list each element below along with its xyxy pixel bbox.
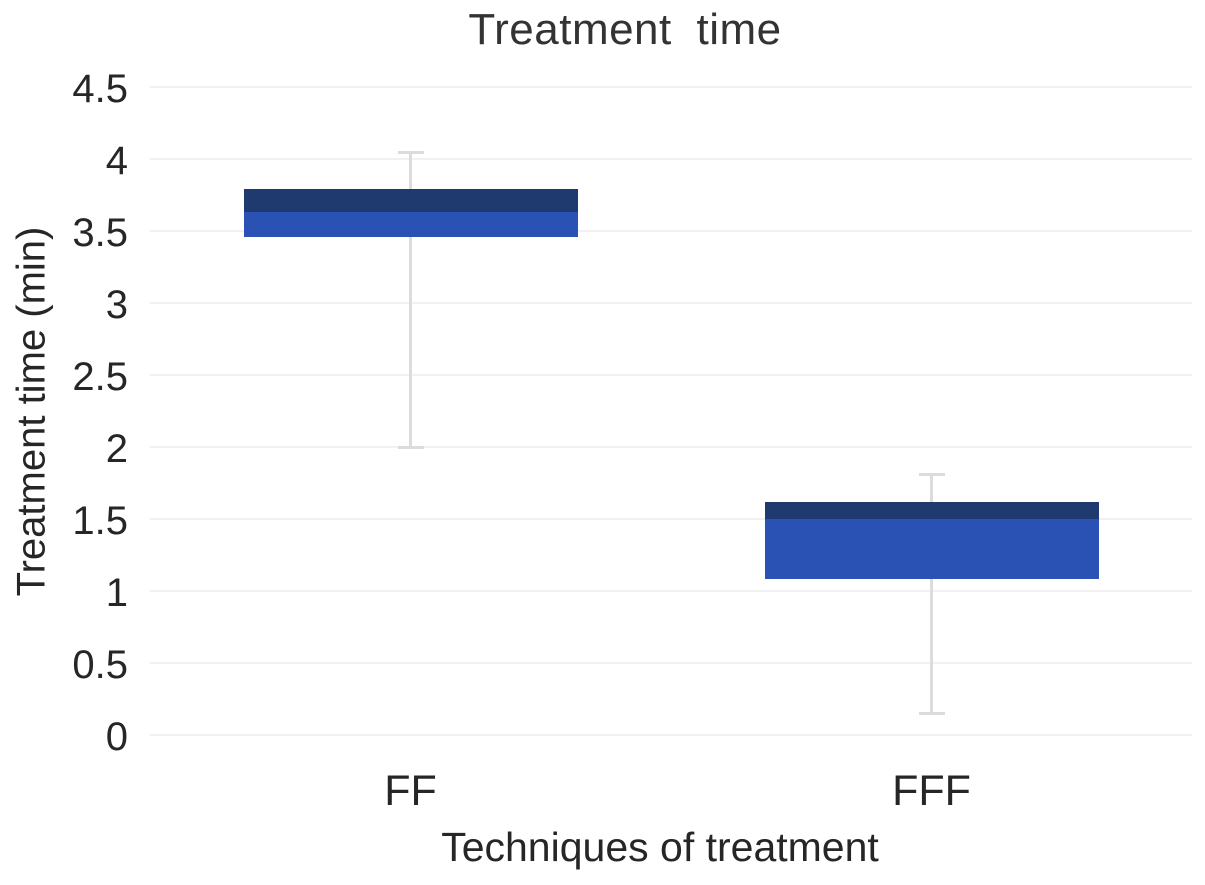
box-lower-segment (243, 212, 578, 237)
whisker-line (930, 474, 933, 714)
whisker-cap (397, 150, 424, 154)
whisker-cap (918, 712, 945, 716)
gridline (150, 158, 1192, 160)
box-lower-segment (764, 519, 1099, 580)
gridline (150, 446, 1192, 448)
y-tick-label: 0.5 (72, 643, 128, 687)
y-tick-label: 1.5 (72, 499, 128, 543)
x-category-label: FF (384, 767, 437, 815)
box-upper-segment (243, 189, 578, 213)
whisker-line (409, 151, 412, 447)
y-tick-label: 0 (105, 715, 128, 759)
y-tick-label: 3.5 (72, 211, 128, 255)
y-tick-label: 1 (105, 571, 128, 615)
gridline (150, 734, 1192, 736)
whisker-cap (918, 473, 945, 477)
y-tick-label: 3 (105, 283, 128, 327)
gridline (150, 374, 1192, 376)
gridline (150, 662, 1192, 664)
x-category-label: FFF (892, 767, 971, 815)
y-tick-label: 4.5 (72, 67, 128, 111)
chart-title: Treatment time (468, 5, 782, 54)
y-tick-label: 2.5 (72, 355, 128, 399)
y-tick-label: 4 (105, 139, 128, 183)
gridline (150, 302, 1192, 304)
gridline (150, 518, 1192, 520)
x-axis-title: Techniques of treatment (441, 824, 879, 870)
y-tick-label: 2 (105, 427, 128, 471)
whisker-cap (397, 446, 424, 449)
gridline (150, 590, 1192, 592)
gridline (150, 86, 1192, 88)
gridline (150, 230, 1192, 232)
y-axis-title-container: Treatment time (min) (6, 87, 58, 735)
box-upper-segment (764, 501, 1099, 519)
